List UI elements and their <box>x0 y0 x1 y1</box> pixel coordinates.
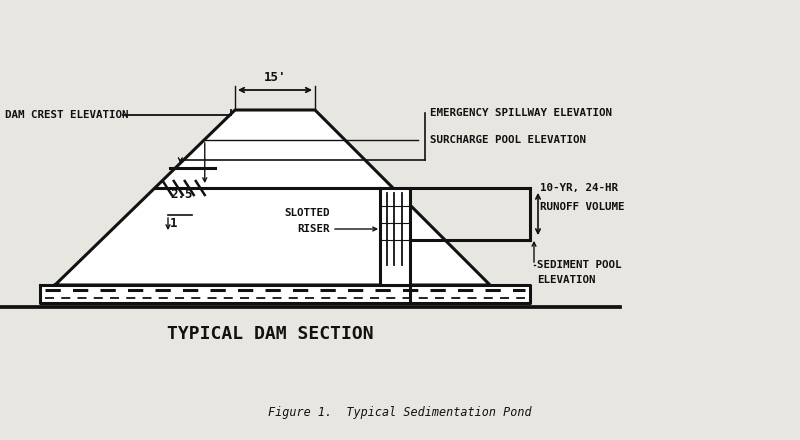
Text: RUNOFF VOLUME: RUNOFF VOLUME <box>540 202 625 212</box>
Text: 1: 1 <box>170 217 178 230</box>
Text: DAM CREST ELEVATION: DAM CREST ELEVATION <box>5 110 129 120</box>
Text: RISER: RISER <box>298 224 330 234</box>
Text: SEDIMENT POOL: SEDIMENT POOL <box>537 260 622 270</box>
Text: ELEVATION: ELEVATION <box>537 275 595 285</box>
Polygon shape <box>55 110 490 285</box>
Text: 2.5: 2.5 <box>170 188 193 201</box>
Text: Figure 1.  Typical Sedimentation Pond: Figure 1. Typical Sedimentation Pond <box>268 406 532 418</box>
Polygon shape <box>380 188 410 285</box>
Text: TYPICAL DAM SECTION: TYPICAL DAM SECTION <box>166 325 374 343</box>
Text: SURCHARGE POOL ELEVATION: SURCHARGE POOL ELEVATION <box>430 135 586 145</box>
Text: SLOTTED: SLOTTED <box>285 208 330 218</box>
Text: 10-YR, 24-HR: 10-YR, 24-HR <box>540 183 618 193</box>
Text: 15': 15' <box>264 71 286 84</box>
Text: EMERGENCY SPILLWAY ELEVATION: EMERGENCY SPILLWAY ELEVATION <box>430 108 612 118</box>
Polygon shape <box>40 285 530 303</box>
